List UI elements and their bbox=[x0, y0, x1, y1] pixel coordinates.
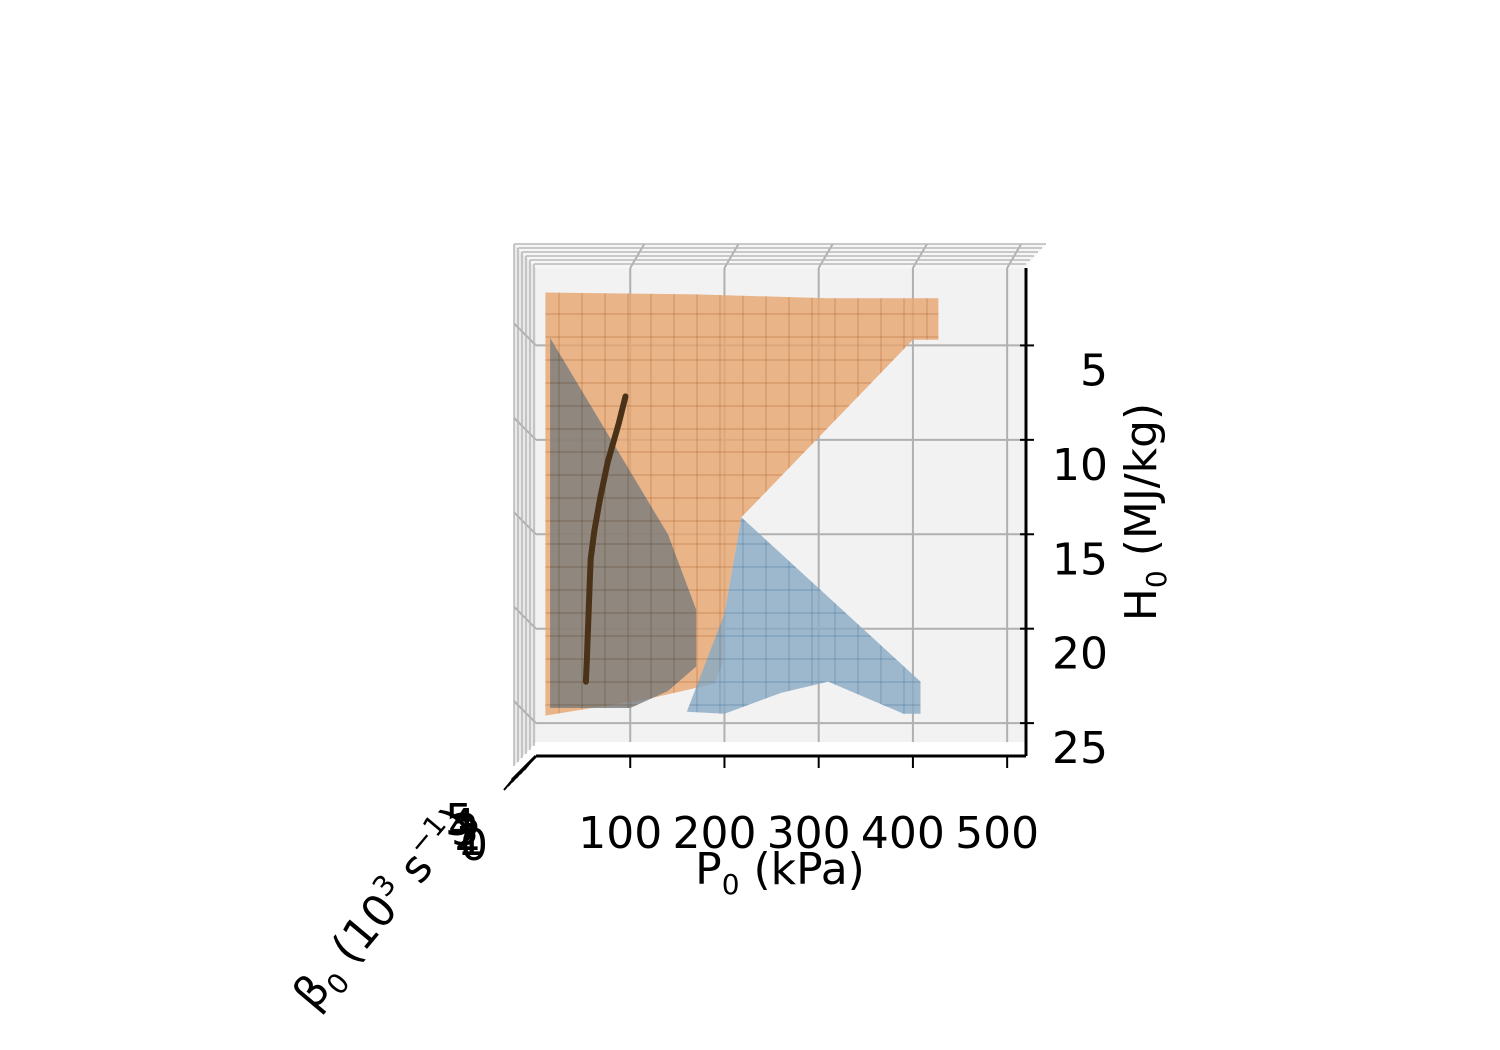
z-ticks: 5 10 15 20 25 bbox=[1020, 344, 1108, 774]
z-tick-label: 15 bbox=[1052, 534, 1108, 585]
y-tick-label: 1 bbox=[457, 815, 485, 866]
x-tick-label: 200 bbox=[672, 808, 756, 859]
y-axis-label: β0 (103 s−1) bbox=[280, 795, 485, 1023]
x-tick-label: 400 bbox=[861, 808, 945, 859]
x-tick-label: 300 bbox=[767, 808, 851, 859]
z-tick-label: 20 bbox=[1052, 629, 1108, 680]
trajectory-line-layer bbox=[582, 393, 629, 685]
x-tick-label: 100 bbox=[578, 808, 662, 859]
z-axis-label: H0 (MJ/kg) bbox=[1116, 403, 1173, 621]
surface-patch-1 bbox=[686, 517, 921, 714]
y-tick-label: 4 bbox=[448, 800, 476, 851]
z-tick-label: 25 bbox=[1052, 723, 1108, 774]
z-tick-label: 5 bbox=[1080, 345, 1108, 396]
y-tick-label: 5 bbox=[445, 795, 473, 846]
z-tick-label: 10 bbox=[1052, 440, 1108, 491]
y-tick-mark bbox=[503, 777, 515, 791]
y-tick-label: 3 bbox=[451, 805, 479, 856]
y-tick-label: 0 bbox=[460, 820, 488, 871]
y-tick-label: 2 bbox=[454, 810, 482, 861]
trajectory-line bbox=[582, 393, 629, 685]
x-axis-label: P0 (kPa) bbox=[695, 844, 865, 901]
x-ticks: 100 200 300 400 500 bbox=[578, 756, 1039, 859]
x-tick-label: 500 bbox=[955, 808, 1039, 859]
